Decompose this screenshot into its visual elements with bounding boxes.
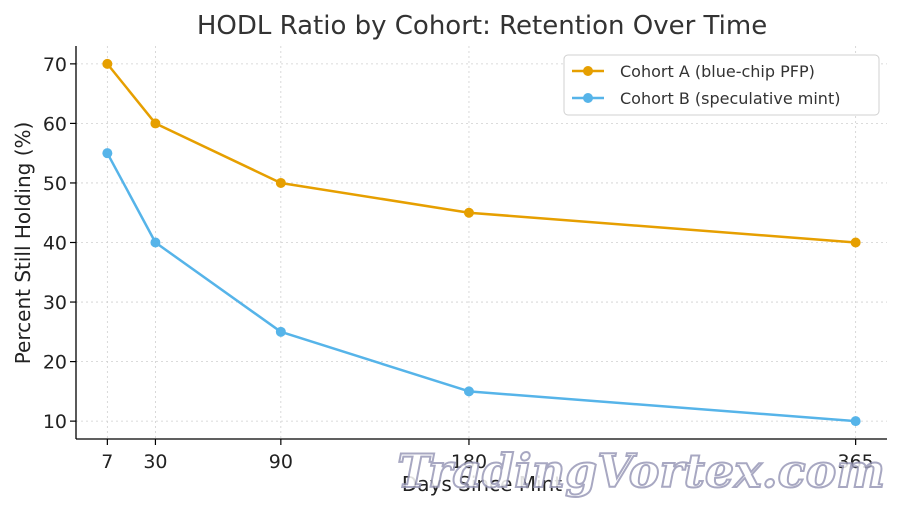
data-point — [102, 58, 113, 69]
data-point — [463, 386, 474, 397]
tick-labels: 7 30 90 180 365 10 20 30 40 50 60 70 — [43, 54, 874, 473]
x-tick-label: 180 — [451, 451, 487, 473]
watermark-text: TradingVortex.com — [397, 444, 885, 498]
y-tick-label: 50 — [43, 173, 67, 195]
y-tick-label: 20 — [43, 352, 67, 374]
series-line-1 — [106, 152, 856, 423]
legend-label-cohort-b: Cohort B (speculative mint) — [620, 89, 840, 108]
y-tick-label: 70 — [43, 54, 67, 76]
data-point — [850, 416, 861, 427]
x-tick-label: 90 — [269, 451, 293, 473]
x-axis-label: Days Since Mint — [402, 472, 562, 496]
legend-label-cohort-a: Cohort A (blue-chip PFP) — [620, 62, 815, 81]
y-tick-label: 10 — [43, 411, 67, 433]
series — [102, 58, 861, 427]
data-point — [150, 118, 161, 129]
y-tick-label: 60 — [43, 113, 67, 135]
x-tick-label: 365 — [838, 451, 874, 473]
y-axis-label: Percent Still Holding (%) — [11, 122, 35, 365]
data-point — [102, 148, 113, 159]
data-point — [275, 177, 286, 188]
x-tick-label: 7 — [101, 451, 113, 473]
data-point — [463, 207, 474, 218]
legend-marker-cohort-b — [583, 93, 593, 103]
y-tick-label: 30 — [43, 292, 67, 314]
data-point — [150, 237, 161, 248]
legend-box — [563, 54, 880, 116]
data-point — [850, 237, 861, 248]
x-tick-label: 30 — [143, 451, 167, 473]
legend-marker-cohort-a — [583, 66, 593, 76]
y-tick-label: 40 — [43, 233, 67, 255]
chart-title: HODL Ratio by Cohort: Retention Over Tim… — [197, 11, 767, 41]
legend: Cohort A (blue-chip PFP) Cohort B (specu… — [563, 54, 880, 116]
data-point — [275, 326, 286, 337]
